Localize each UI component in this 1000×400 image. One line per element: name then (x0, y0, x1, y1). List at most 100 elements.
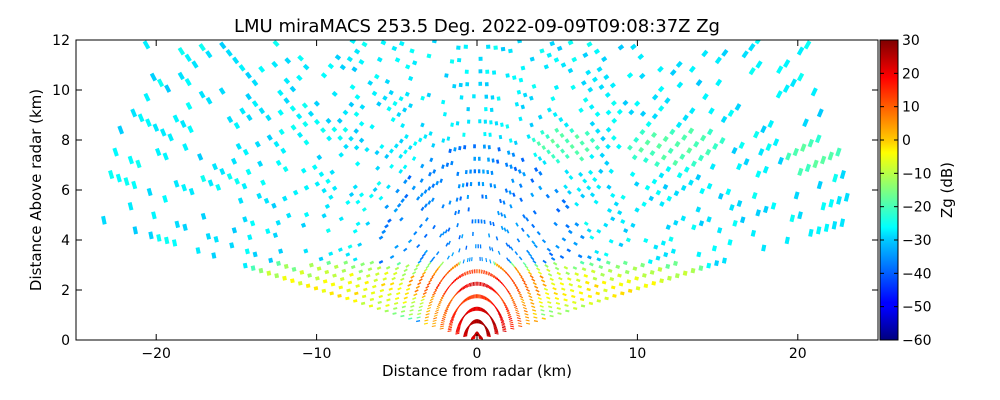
radar-gate (135, 159, 142, 169)
radar-gate (511, 299, 516, 303)
radar-gate (427, 186, 432, 191)
radar-gate (462, 259, 465, 264)
radar-gate (454, 210, 457, 216)
radar-gate (618, 242, 624, 248)
radar-gate (474, 219, 477, 224)
radar-gate (388, 89, 394, 96)
radar-gate (649, 150, 656, 157)
radar-gate (432, 224, 436, 230)
radar-gate (457, 184, 461, 189)
radar-gate (526, 322, 531, 325)
radar-gate (579, 140, 585, 146)
radar-gate (346, 288, 351, 293)
radar-gate (472, 294, 474, 299)
radar-gate (456, 326, 461, 330)
radar-gate (683, 166, 690, 173)
radar-gate (696, 251, 702, 258)
radar-gate (662, 183, 669, 190)
radar-gate (423, 189, 428, 194)
radar-gate (596, 228, 602, 234)
radar-gate (669, 128, 676, 136)
radar-gate (434, 287, 439, 291)
radar-gate (313, 118, 321, 126)
radar-gate (471, 257, 473, 262)
radar-gate (541, 145, 547, 151)
radar-gate (487, 297, 490, 302)
radar-gate (489, 107, 494, 113)
radar-gate (669, 69, 677, 77)
radar-gate (182, 143, 189, 152)
radar-gate (230, 157, 238, 165)
radar-gate (673, 260, 678, 267)
radar-gate (589, 153, 595, 160)
radar-gate (474, 294, 476, 299)
radar-gate (556, 45, 563, 52)
radar-gate (563, 184, 568, 190)
radar-gate (345, 296, 350, 301)
radar-gate (275, 159, 282, 167)
radar-gate (461, 234, 464, 239)
radar-gate (566, 189, 572, 195)
radar-gate (564, 169, 570, 175)
radar-gate (564, 304, 569, 307)
radar-gate (407, 174, 412, 180)
radar-gate (380, 282, 386, 287)
radar-gate (415, 285, 420, 289)
radar-gate (550, 153, 556, 159)
radar-gate (574, 201, 580, 207)
radar-gate (649, 270, 655, 275)
radar-gate (807, 138, 815, 148)
plot-frame (75, 39, 879, 341)
radar-gate (338, 216, 344, 222)
radar-gate (283, 77, 291, 85)
radar-gate (513, 304, 518, 308)
radar-gate (515, 311, 520, 315)
radar-gate (416, 316, 421, 319)
radar-gate (455, 197, 459, 202)
radar-gate (428, 279, 433, 283)
radar-gate (592, 276, 598, 281)
radar-gate (603, 222, 609, 228)
radar-gate (755, 60, 763, 69)
radar-gate (435, 306, 440, 310)
radar-gate (531, 223, 536, 229)
radar-gate (546, 268, 551, 273)
radar-gate (181, 183, 188, 192)
radar-gate (339, 277, 345, 282)
radar-gate (478, 156, 481, 161)
radar-gate (637, 53, 645, 61)
radar-gate (518, 77, 524, 83)
radar-gate (542, 259, 547, 264)
radar-gate (174, 220, 181, 229)
radar-gate (528, 295, 533, 299)
radar-gate (620, 219, 626, 225)
radar-gate (420, 206, 425, 212)
radar-gate (395, 188, 400, 194)
radar-gate (610, 285, 616, 290)
radar-gate (448, 323, 453, 326)
radar-gate (598, 168, 604, 174)
radar-gate (411, 185, 416, 191)
radar-gate (639, 128, 646, 136)
radar-gate (596, 257, 602, 262)
radar-gate (358, 59, 365, 65)
colorbar-label: Zg (dB) (938, 162, 956, 218)
radar-gate (588, 301, 594, 306)
radar-gate (354, 291, 359, 296)
radar-gate (472, 282, 475, 287)
radar-gate (516, 89, 522, 95)
radar-gate (604, 296, 609, 301)
radar-gate (596, 299, 601, 303)
radar-gate (525, 316, 530, 319)
radar-gate (605, 109, 612, 116)
radar-gate (592, 176, 598, 183)
radar-gate (428, 171, 432, 177)
radar-gate (571, 56, 578, 63)
radar-gate (403, 149, 408, 155)
radar-gate (448, 200, 452, 205)
radar-gate (411, 271, 417, 275)
radar-gate (431, 183, 436, 188)
radar-gate (520, 298, 525, 302)
radar-gate (492, 288, 496, 293)
radar-gate (782, 84, 790, 93)
